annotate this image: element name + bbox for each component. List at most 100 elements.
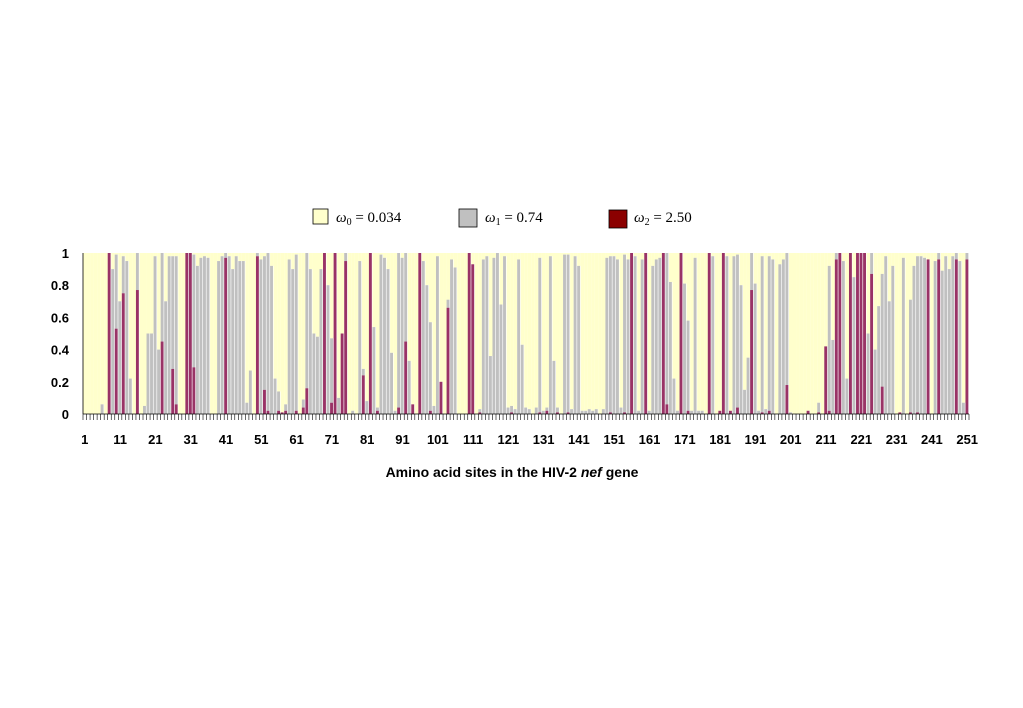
bar-w2-site-184 xyxy=(728,410,732,414)
y-axis: 0 0.2 0.4 0.6 0.8 1 xyxy=(51,246,84,422)
bar-w2-site-190 xyxy=(750,290,754,414)
bar-w0-site-17 xyxy=(139,253,144,414)
bar-w1-site-90 xyxy=(397,253,401,408)
bar-w0-site-84 xyxy=(375,253,380,408)
bar-w1-site-44 xyxy=(234,256,238,414)
bar-w1-site-22 xyxy=(157,349,161,414)
bar-w2-site-110 xyxy=(467,253,471,414)
bar-w1-site-71 xyxy=(330,338,333,403)
bar-w0-site-153 xyxy=(619,253,624,408)
x-axis: 1 11 21 31 41 51 61 71 81 91 101 111 121 131 141 151 161… xyxy=(81,413,978,447)
bar-w2-site-52 xyxy=(263,389,266,414)
bar-w0-site-13 xyxy=(125,253,129,262)
bar-w0-site-149 xyxy=(605,253,609,258)
bar-w1-site-146 xyxy=(594,409,598,414)
bar-w0-site-39 xyxy=(217,253,221,262)
bar-w0-site-107 xyxy=(457,253,461,414)
bar-w0-site-180 xyxy=(714,253,719,414)
legend-label-w1: ω1 = 0.74 xyxy=(485,210,543,228)
bar-w1-site-127 xyxy=(527,409,531,414)
bar-w0-site-61 xyxy=(294,253,299,255)
bar-w0-site-34 xyxy=(199,253,204,258)
bar-w0-site-106 xyxy=(453,253,458,268)
bar-w0-site-94 xyxy=(411,253,415,405)
legend-swatch-w1 xyxy=(458,208,478,228)
bar-w1-site-113 xyxy=(478,409,482,413)
bar-w0-site-194 xyxy=(764,253,768,410)
bar-w1-site-67 xyxy=(315,336,319,414)
bar-w0-site-206 xyxy=(806,253,811,411)
bar-w2-site-102 xyxy=(439,381,443,414)
bar-w1-site-101 xyxy=(435,256,439,414)
bar-w0-site-14 xyxy=(128,253,133,379)
bar-w2-site-178 xyxy=(707,253,711,414)
bar-w0-site-171 xyxy=(683,253,687,284)
x-tick-label: 121 xyxy=(498,432,520,447)
bar-w1-site-190 xyxy=(750,253,754,291)
bar-w1-site-173 xyxy=(690,410,694,414)
x-tick-label: 171 xyxy=(674,432,696,447)
bar-w2-site-200 xyxy=(785,385,789,414)
bar-w0-site-241 xyxy=(930,253,934,414)
x-tick-label: 41 xyxy=(219,432,233,447)
bar-w0-site-158 xyxy=(637,253,641,411)
legend-label-w0: ω0 = 0.034 xyxy=(336,210,402,228)
bar-w1-site-54 xyxy=(270,265,273,414)
bar-w0-site-175 xyxy=(697,253,701,411)
bar-w0-site-186 xyxy=(736,253,740,255)
bar-w1-site-20 xyxy=(150,333,153,414)
bar-w1-site-26 xyxy=(171,256,175,369)
x-tick-label: 31 xyxy=(183,432,197,447)
bar-w1-site-123 xyxy=(513,409,517,414)
bar-w0-site-131 xyxy=(541,253,546,411)
bar-w0-site-88 xyxy=(390,253,394,353)
bar-w0-site-130 xyxy=(538,253,542,258)
bar-w0-site-5 xyxy=(97,253,101,414)
bar-w2-site-50 xyxy=(255,256,259,414)
bar-w1-site-58 xyxy=(284,404,288,411)
bar-w0-site-135 xyxy=(556,253,560,408)
bar-w1-site-236 xyxy=(912,265,916,414)
bar-w1-site-159 xyxy=(640,259,644,414)
bar-w1-site-25 xyxy=(167,256,171,414)
bar-w1-site-188 xyxy=(743,389,746,414)
bar-w0-site-208 xyxy=(813,253,818,414)
y-tick-label: 0.6 xyxy=(51,310,69,325)
bar-w1-site-250 xyxy=(961,402,965,414)
bar-w0-site-217 xyxy=(845,253,849,379)
bar-w1-site-175 xyxy=(697,410,701,414)
bar-w0-site-125 xyxy=(520,253,525,345)
bar-w0-site-123 xyxy=(513,253,518,410)
bar-w2-site-251 xyxy=(965,259,969,414)
bar-w0-site-74 xyxy=(340,253,345,334)
bar-w2-site-212 xyxy=(827,410,831,414)
bar-w0-site-116 xyxy=(488,253,493,357)
bar-w0-site-111 xyxy=(471,253,475,265)
bar-w2-site-32 xyxy=(192,367,196,414)
bar-w0-site-189 xyxy=(746,253,751,358)
bar-w0-site-249 xyxy=(958,253,962,262)
bar-w0-site-140 xyxy=(573,253,578,257)
bar-w0-site-150 xyxy=(608,253,613,257)
bar-w0-site-230 xyxy=(891,253,895,266)
bar-w1-site-245 xyxy=(944,256,948,414)
bar-w0-site-26 xyxy=(171,253,175,257)
y-tick-label: 0 xyxy=(62,407,69,422)
bar-w2-site-122 xyxy=(510,412,514,414)
bar-w1-site-163 xyxy=(654,259,658,414)
bar-w0-site-210 xyxy=(820,253,825,414)
bar-w0-site-184 xyxy=(728,253,733,411)
x-tick-label: 51 xyxy=(254,432,268,447)
bar-w1-site-19 xyxy=(146,333,150,414)
bar-w1-site-155 xyxy=(626,259,630,414)
bar-w0-site-3 xyxy=(90,253,94,414)
x-tick-label: 241 xyxy=(921,432,943,447)
bar-w2-site-160 xyxy=(644,253,648,414)
bar-w1-site-55 xyxy=(273,378,277,414)
bar-w0-site-142 xyxy=(580,253,585,411)
bar-w0-site-242 xyxy=(933,253,938,262)
bar-w1-site-120 xyxy=(503,256,506,414)
bar-w0-site-38 xyxy=(213,253,218,414)
bar-w1-site-168 xyxy=(672,378,676,414)
